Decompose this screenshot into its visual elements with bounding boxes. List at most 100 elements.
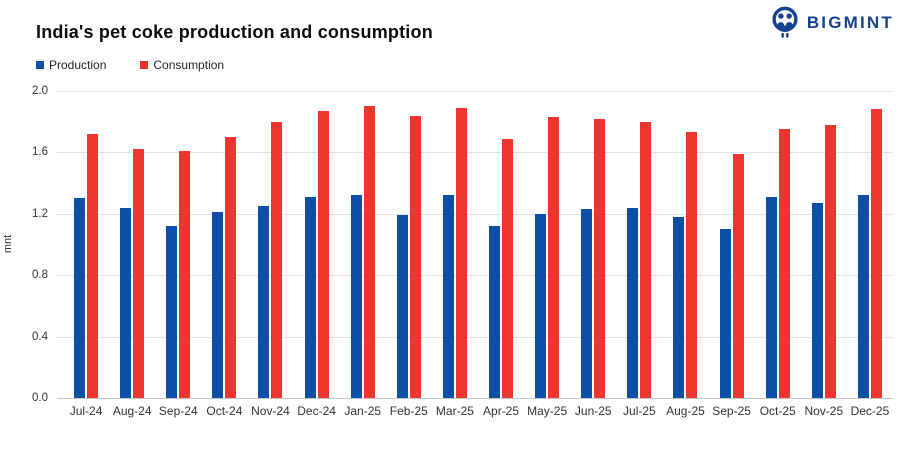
bar-group-Jul-25 — [616, 91, 662, 398]
y-tick-label-1.6: 1.6 — [32, 146, 48, 159]
legend-item-consumption: Consumption — [140, 58, 224, 72]
bar-group-Sep-24 — [155, 91, 201, 398]
x-tick-label-Dec-24: Dec-24 — [297, 404, 336, 418]
x-axis-labels: Jul-24 Aug-24 Sep-24 Oct-24 Nov-24 Dec-24 Jan-… — [57, 404, 893, 418]
bar-group-Dec-25 — [847, 91, 893, 398]
bar-consumption-Jul-24 — [87, 133, 99, 398]
bar-production-Jun-25 — [581, 209, 593, 398]
bar-production-Oct-24 — [212, 212, 224, 398]
brand-logo: BIGMINT — [770, 6, 894, 40]
x-tick-label-Apr-25: Apr-25 — [483, 404, 520, 418]
legend-swatch-consumption — [140, 61, 149, 69]
bar-group-Oct-24 — [201, 91, 247, 398]
bar-consumption-Dec-25 — [870, 109, 882, 398]
legend-swatch-production — [36, 61, 44, 69]
bar-production-May-25 — [535, 213, 547, 398]
x-tick-label-Dec-25: Dec-25 — [850, 404, 890, 418]
bar-group-Nov-24 — [247, 91, 293, 398]
bar-group-May-25 — [524, 91, 570, 398]
bar-consumption-Oct-25 — [778, 129, 790, 398]
y-tick-label-0.8: 0.8 — [32, 269, 48, 282]
legend-label-consumption: Consumption — [153, 58, 225, 72]
bar-production-Dec-25 — [857, 195, 869, 398]
gridline-2.0 — [57, 91, 893, 92]
bar-group-Dec-24 — [294, 91, 340, 398]
bar-consumption-Sep-25 — [732, 153, 744, 398]
bar-consumption-Jun-25 — [594, 118, 606, 398]
chart-title: India's pet coke production and consumpt… — [36, 22, 433, 42]
bar-production-Dec-24 — [304, 196, 316, 398]
bar-production-Oct-25 — [765, 196, 777, 398]
x-tick-label-May-25: May-25 — [527, 404, 568, 418]
x-tick-label-Aug-24: Aug-24 — [112, 404, 152, 418]
bar-consumption-May-25 — [548, 117, 560, 398]
bar-consumption-Apr-25 — [502, 138, 514, 398]
bar-consumption-Sep-24 — [179, 150, 191, 398]
x-tick-label-Nov-24: Nov-24 — [251, 404, 290, 418]
x-tick-label-Jul-24: Jul-24 — [69, 404, 103, 418]
bar-consumption-Nov-25 — [824, 124, 836, 398]
bigmint-logo-icon — [770, 6, 800, 40]
legend-item-production: Production — [36, 58, 106, 72]
gridline-0.0 — [57, 398, 893, 399]
y-tick-label-1.2: 1.2 — [32, 207, 48, 220]
y-tick-label-0.4: 0.4 — [32, 330, 48, 343]
x-tick-label-Feb-25: Feb-25 — [389, 404, 428, 418]
bar-consumption-Aug-24 — [133, 149, 145, 398]
y-axis-labels: 2.0 1.6 1.2 0.8 0.4 0.0 — [0, 85, 48, 404]
chart-legend: Production Consumption — [36, 58, 224, 72]
bar-consumption-Jan-25 — [363, 106, 375, 398]
bar-production-Aug-24 — [120, 207, 132, 398]
x-tick-label-Oct-24: Oct-24 — [206, 404, 243, 418]
x-tick-label-Oct-25: Oct-25 — [759, 404, 796, 418]
bar-consumption-Aug-25 — [686, 132, 698, 398]
bar-production-Apr-25 — [489, 226, 501, 398]
bar-production-Mar-25 — [442, 195, 454, 398]
gridline-1.6 — [57, 152, 893, 154]
bar-production-Nov-24 — [258, 206, 270, 398]
gridline-0.4 — [57, 336, 893, 338]
bar-production-Aug-25 — [673, 216, 685, 398]
bar-group-Nov-25 — [801, 91, 847, 398]
x-tick-label-Jun-25: Jun-25 — [574, 404, 612, 418]
bar-consumption-Feb-25 — [409, 115, 421, 398]
gridline-1.2 — [57, 213, 893, 215]
y-tick-label-2.0: 2.0 — [32, 85, 48, 97]
y-tick-label-0.0: 0.0 — [32, 392, 48, 404]
bar-consumption-Oct-24 — [225, 137, 237, 398]
bar-production-Jul-24 — [74, 198, 86, 398]
bar-production-Feb-25 — [396, 215, 408, 398]
x-tick-label-Sep-24: Sep-24 — [158, 404, 198, 418]
bar-group-Aug-25 — [662, 91, 708, 398]
x-tick-label-Mar-25: Mar-25 — [435, 404, 474, 418]
bar-production-Jul-25 — [627, 207, 639, 398]
bar-consumption-Jul-25 — [640, 121, 652, 398]
bar-consumption-Mar-25 — [455, 107, 467, 398]
bar-group-Jan-25 — [340, 91, 386, 398]
plot-area — [57, 91, 893, 399]
brand-name: BIGMINT — [806, 13, 894, 32]
bar-group-Aug-24 — [109, 91, 155, 398]
x-tick-label-Aug-25: Aug-25 — [666, 404, 705, 418]
bar-group-Oct-25 — [755, 91, 801, 398]
x-tick-label-Jul-25: Jul-25 — [623, 404, 656, 418]
bar-production-Nov-25 — [811, 203, 823, 398]
bar-groups — [57, 91, 893, 398]
bar-consumption-Dec-24 — [317, 110, 329, 398]
x-tick-label-Sep-25: Sep-25 — [712, 404, 751, 418]
bar-group-Apr-25 — [478, 91, 524, 398]
legend-label-production: Production — [49, 58, 107, 72]
bar-group-Feb-25 — [386, 91, 432, 398]
x-tick-label-Jan-25: Jan-25 — [344, 404, 382, 418]
bar-production-Sep-24 — [166, 226, 178, 398]
bar-production-Jan-25 — [350, 195, 362, 398]
bar-group-Jun-25 — [570, 91, 616, 398]
gridline-0.8 — [57, 275, 893, 277]
bar-consumption-Nov-24 — [271, 121, 283, 398]
bar-group-Sep-25 — [709, 91, 755, 398]
bar-group-Jul-24 — [63, 91, 109, 398]
x-tick-label-Nov-25: Nov-25 — [804, 404, 844, 418]
bar-production-Sep-25 — [719, 229, 731, 398]
bar-group-Mar-25 — [432, 91, 478, 398]
